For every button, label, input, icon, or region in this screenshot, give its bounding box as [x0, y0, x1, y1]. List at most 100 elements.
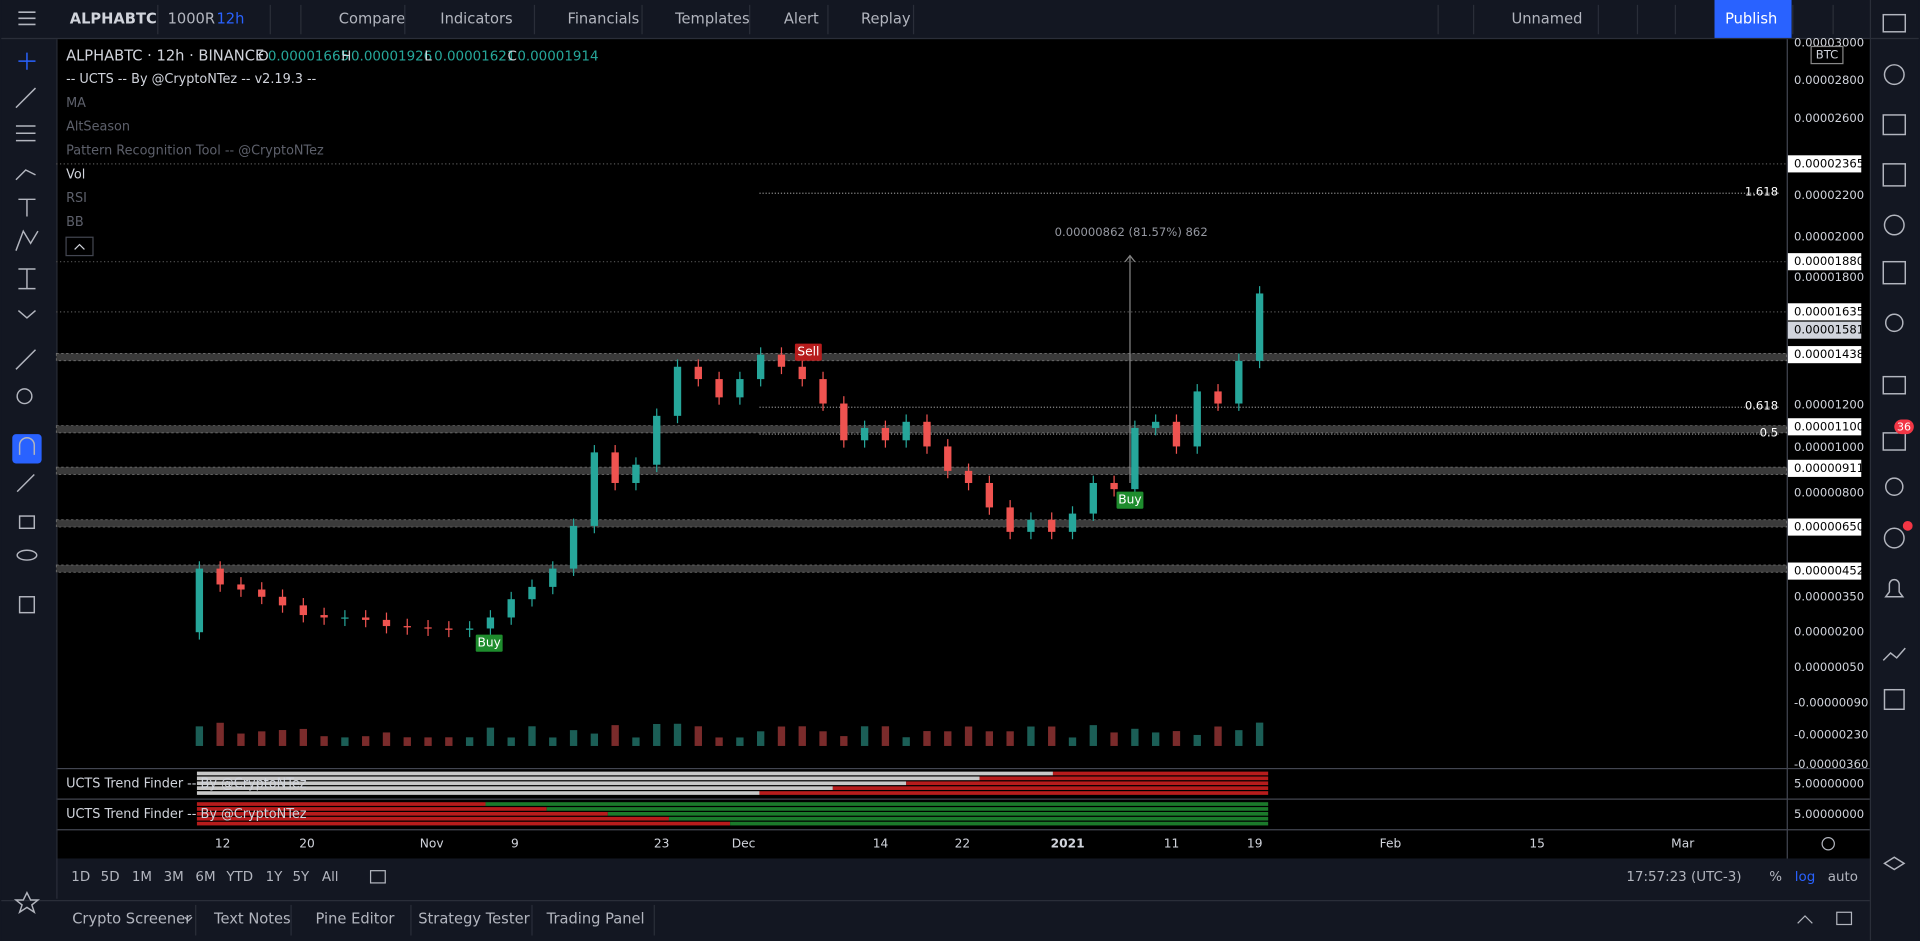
range-button[interactable]: 6M	[195, 870, 215, 885]
time-label: 14	[873, 836, 889, 850]
time-label: Feb	[1380, 836, 1402, 850]
volume-bar	[1131, 728, 1139, 746]
trend-stripe	[196, 811, 608, 816]
range-button[interactable]: YTD	[225, 870, 253, 885]
percent-toggle[interactable]: %	[1769, 870, 1782, 885]
signal-label: Buy	[1118, 493, 1141, 507]
candle	[299, 605, 307, 616]
bottom-tab[interactable]: Trading Panel	[546, 911, 645, 928]
price-label: 0.00002365	[1794, 156, 1864, 170]
volume-bar	[278, 730, 287, 746]
price-label: 0.00001800	[1794, 270, 1864, 284]
chart-pane	[56, 39, 1787, 768]
candle	[445, 628, 453, 630]
pane-name: UCTS Trend Finder -- By @CryptoNTez	[66, 807, 307, 822]
pane-name: UCTS Trend Finder -- By @CryptoNTez	[66, 776, 307, 791]
price-axis	[1786, 39, 1870, 859]
range-button[interactable]: 5Y	[292, 870, 310, 885]
toolbar-layout[interactable]: Unnamed	[1512, 11, 1583, 28]
settings-gear[interactable]	[1821, 837, 1835, 851]
volume-bar	[569, 730, 578, 746]
candle	[486, 617, 495, 629]
trend-stripe	[730, 821, 1269, 826]
fib-label: 1.618	[1745, 184, 1778, 198]
candle	[1110, 482, 1118, 490]
candle	[237, 584, 245, 590]
volume-bar	[403, 737, 411, 746]
price-label: 0.00001581	[1794, 323, 1864, 337]
fib-label: 0.618	[1745, 398, 1778, 412]
volume-bar	[382, 732, 391, 746]
price-label: 0.00000350	[1794, 589, 1864, 603]
price-label: 0.00001635	[1794, 304, 1864, 318]
range-button[interactable]: 1D	[71, 870, 90, 885]
currency: BTC	[1816, 48, 1838, 62]
toolbar-replay[interactable]: Replay	[861, 11, 911, 28]
volume-bar	[507, 737, 515, 746]
publish-button[interactable]	[1714, 0, 1792, 38]
candle	[1235, 360, 1243, 404]
volume-bar	[528, 726, 536, 746]
maximize-panel[interactable]	[1836, 911, 1853, 926]
trend-stripe	[832, 786, 1269, 790]
alert-dot	[1902, 520, 1913, 531]
menu-icon[interactable]	[18, 11, 36, 26]
trend-stripe	[1052, 771, 1269, 776]
tab-caret	[184, 916, 193, 922]
candle	[465, 628, 474, 630]
toolbar-symbol[interactable]: ALPHABTC	[70, 11, 157, 28]
volume-bar	[299, 728, 307, 746]
range-button[interactable]: 1M	[132, 870, 152, 885]
time-label: 23	[654, 836, 670, 850]
collapse-panel[interactable]	[1797, 915, 1813, 924]
toolbar-interval[interactable]: 12h	[216, 11, 244, 28]
indicator-name: Vol	[66, 167, 85, 182]
collapse-button[interactable]	[65, 236, 94, 257]
toolbar-alert[interactable]: Alert	[784, 11, 819, 28]
candle	[653, 415, 661, 465]
support-zone	[55, 425, 1788, 434]
currency-tag	[1810, 45, 1844, 65]
bottom-tab[interactable]: Strategy Tester	[418, 911, 530, 928]
candle	[216, 568, 224, 585]
toolbar-financials[interactable]: Financials	[567, 11, 639, 28]
bottom-tab[interactable]: Text Notes	[213, 911, 291, 928]
bottom-tab[interactable]: Crypto Screener	[72, 911, 192, 928]
trend-stripe	[196, 821, 731, 826]
range-button[interactable]: 1Y	[266, 870, 284, 885]
candle	[819, 379, 827, 404]
candle	[1151, 421, 1160, 428]
right-sidebar-icons[interactable]	[1882, 13, 1907, 871]
candle	[798, 366, 806, 380]
ohlc-label: C	[508, 49, 517, 64]
range-button[interactable]: All	[322, 870, 339, 885]
price-label: 0.00000800	[1794, 485, 1864, 499]
toolbar-compare[interactable]: Compare	[339, 11, 405, 28]
toolbar-indicators[interactable]: Indicators	[440, 11, 512, 28]
range-button[interactable]: 3M	[164, 870, 184, 885]
drawing-tools[interactable]	[12, 52, 42, 915]
price-tag	[1787, 518, 1862, 536]
price-label: 0.00001100	[1794, 419, 1864, 433]
badge	[1894, 419, 1914, 435]
volume-bar	[1006, 731, 1014, 746]
toolbar-publish[interactable]: Publish	[1725, 11, 1777, 28]
candle	[715, 379, 723, 398]
price-label: 0.00000452	[1794, 564, 1864, 578]
bottom-tab[interactable]: Pine Editor	[316, 911, 396, 928]
range-button[interactable]: 5D	[101, 870, 120, 885]
auto-toggle[interactable]: auto	[1828, 870, 1858, 885]
log-toggle[interactable]: log	[1795, 870, 1815, 885]
toolbar-templates[interactable]: Templates	[674, 11, 750, 28]
price-tag	[1787, 418, 1862, 436]
time-label: 11	[1164, 836, 1180, 850]
volume-bar	[860, 726, 869, 746]
toolbar-chart_style[interactable]: 1000R	[168, 11, 215, 28]
goto-date[interactable]	[369, 870, 386, 884]
trend-stripe	[196, 781, 907, 786]
volume-bar	[1193, 734, 1201, 746]
candle	[278, 596, 287, 606]
candle	[736, 379, 744, 398]
indicator-name: AltSeason	[66, 120, 130, 135]
